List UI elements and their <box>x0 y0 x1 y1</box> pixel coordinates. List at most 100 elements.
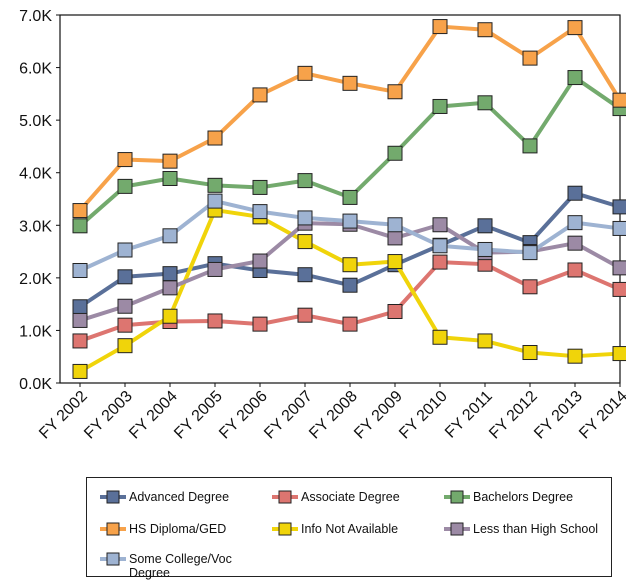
data-point <box>72 312 88 328</box>
y-tick-label: 4.0K <box>19 166 52 183</box>
data-point <box>612 346 626 362</box>
legend-label: Bachelors Degree <box>473 490 574 504</box>
data-point <box>342 213 358 229</box>
data-point <box>72 299 88 315</box>
data-point <box>72 363 88 379</box>
data-point <box>432 238 448 254</box>
data-point <box>567 185 583 201</box>
y-tick-label: 0.0K <box>19 376 52 393</box>
data-point <box>72 333 88 349</box>
data-point <box>612 260 626 276</box>
plot-frame <box>59 14 621 384</box>
data-point <box>567 235 583 251</box>
data-point <box>567 215 583 231</box>
data-point <box>207 313 223 329</box>
data-point <box>387 304 403 320</box>
data-point <box>612 199 626 215</box>
legend-label: Advanced Degree <box>129 490 230 504</box>
data-point <box>522 245 538 261</box>
x-tick-label: FY 2014 <box>576 388 626 443</box>
data-point <box>207 130 223 146</box>
data-point <box>522 138 538 154</box>
x-tick-label: FY 2005 <box>171 388 226 443</box>
y-tick-label: 1.0K <box>19 323 52 340</box>
data-point <box>342 75 358 91</box>
x-tick-label: FY 2013 <box>531 388 586 443</box>
data-point <box>612 92 626 108</box>
data-point <box>387 230 403 246</box>
data-point <box>117 338 133 354</box>
legend-label: Some College/Voc Degree <box>129 552 232 580</box>
data-point <box>117 178 133 194</box>
data-point <box>207 193 223 209</box>
data-point <box>207 261 223 277</box>
data-point <box>297 307 313 323</box>
data-point <box>567 262 583 278</box>
series-hs-diploma-ged <box>72 19 626 219</box>
data-point <box>387 84 403 100</box>
data-point <box>162 153 178 169</box>
series-bachelors-degree <box>72 70 626 234</box>
legend-swatch <box>100 522 126 536</box>
data-point <box>162 280 178 296</box>
series-line <box>78 24 622 212</box>
data-point <box>477 241 493 257</box>
axes-layer <box>59 14 621 384</box>
series-some-college-voc-degree <box>72 193 626 278</box>
y-tick-label: 5.0K <box>19 113 52 130</box>
data-point <box>432 19 448 35</box>
data-point <box>117 242 133 258</box>
y-tick-label: 7.0K <box>19 8 52 25</box>
y-tick-label: 6.0K <box>19 61 52 78</box>
data-point <box>162 228 178 244</box>
x-tick-label: FY 2002 <box>36 388 91 443</box>
chart-legend: Advanced Degree Associate Degree Bachelors… <box>86 477 612 580</box>
data-point <box>297 234 313 250</box>
data-point <box>477 218 493 234</box>
data-point <box>387 145 403 161</box>
data-point <box>432 98 448 114</box>
data-point <box>432 217 448 233</box>
data-point <box>342 316 358 332</box>
data-point <box>612 281 626 297</box>
data-point <box>297 173 313 189</box>
data-point <box>567 70 583 86</box>
legend-swatch <box>272 490 298 504</box>
data-point <box>72 262 88 278</box>
data-point <box>297 267 313 283</box>
y-tick-label: 2.0K <box>19 271 52 288</box>
x-tick-label: FY 2009 <box>351 388 406 443</box>
data-point <box>522 345 538 361</box>
x-tick-label: FY 2006 <box>216 388 271 443</box>
legend-label: Less than High School <box>473 522 599 536</box>
data-point <box>522 50 538 66</box>
data-point <box>117 317 133 333</box>
data-point <box>252 87 268 103</box>
data-point <box>432 329 448 345</box>
data-point <box>252 204 268 220</box>
legend-swatch <box>100 490 126 504</box>
data-point <box>252 316 268 332</box>
data-point <box>567 348 583 364</box>
data-point <box>297 65 313 81</box>
y-tick-label: 3.0K <box>19 218 52 235</box>
legend-label: Info Not Available <box>301 522 399 536</box>
data-point <box>477 333 493 349</box>
legend-label: HS Diploma/GED <box>129 522 227 536</box>
data-point <box>387 217 403 233</box>
data-point <box>162 266 178 282</box>
x-tick-label: FY 2008 <box>306 388 361 443</box>
data-point <box>477 95 493 111</box>
legend-swatch <box>272 522 298 536</box>
x-tick-label: FY 2012 <box>486 388 541 443</box>
data-point <box>612 220 626 236</box>
data-point <box>252 253 268 269</box>
data-point <box>342 189 358 205</box>
legend-label: Associate Degree <box>301 490 400 504</box>
legend-swatch <box>100 552 126 566</box>
data-point <box>72 203 88 219</box>
x-tick-label: FY 2004 <box>126 388 181 443</box>
data-point <box>477 22 493 38</box>
x-tick-label: FY 2007 <box>261 388 316 443</box>
